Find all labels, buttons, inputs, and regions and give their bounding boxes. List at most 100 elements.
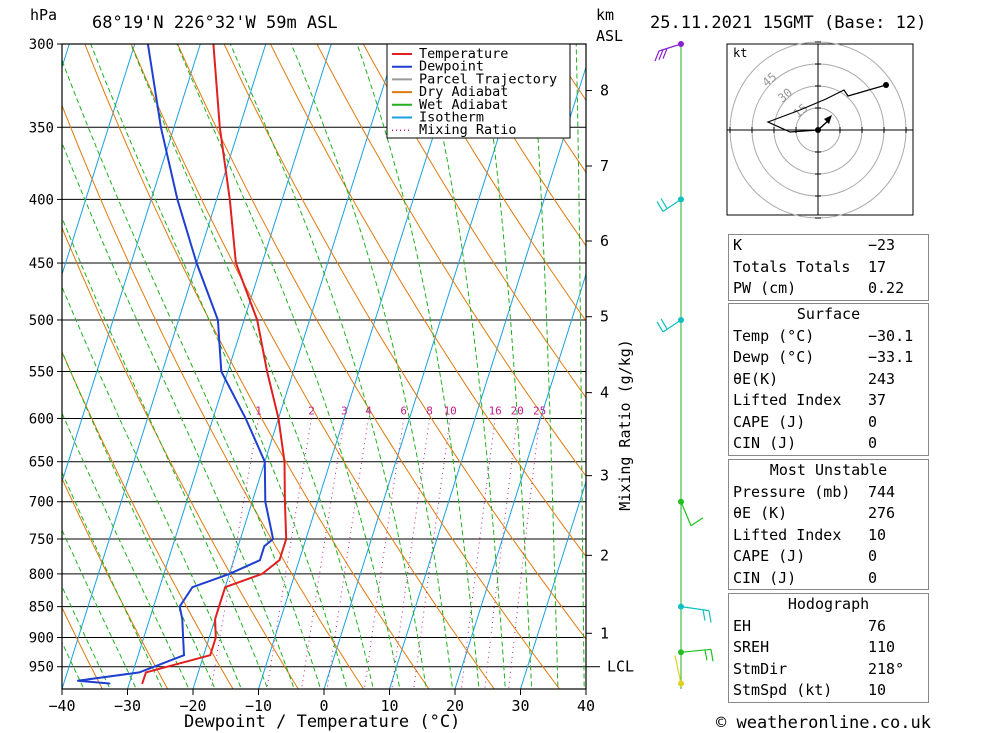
wind-barb-shaft <box>674 655 682 684</box>
series-point-temperature <box>266 370 268 373</box>
pressure-tick-label: 450 <box>29 256 54 272</box>
series-point-temperature <box>218 605 220 608</box>
wet-adiabat <box>62 528 137 689</box>
wind-barb <box>678 498 704 527</box>
indices-label: CAPE (J) <box>733 412 806 431</box>
series-point-dewpoint <box>228 573 231 575</box>
skewt-profiles <box>76 44 288 685</box>
indices-value: 218° <box>868 659 905 678</box>
pressure-tick-label: 800 <box>29 567 54 583</box>
mixing-ratio-tick-label: 3 <box>341 404 348 417</box>
dry-adiabat <box>62 226 299 689</box>
km-unit-label: km <box>596 6 614 24</box>
wet-adiabat <box>62 216 269 689</box>
indices-row: θE(K) 243 <box>729 369 928 391</box>
indices-section-title: Most Unstable <box>769 461 888 479</box>
km-tick-label: 5 <box>600 308 609 326</box>
km-tick-label: 4 <box>600 384 609 402</box>
indices-row: PW (cm) 0.22 <box>729 278 928 300</box>
indices-surface-box: Surface Temp (°C) −30.1 Dewp (°C) −33.1 θE(K)… <box>728 303 929 456</box>
wet-adiabat <box>176 44 401 689</box>
indices-row: Temp (°C) −30.1 <box>729 326 928 348</box>
wind-barb-flag <box>704 650 708 661</box>
indices-row: StmDir 218° <box>729 659 928 681</box>
series-point-temperature <box>145 671 147 674</box>
wind-barb-flag <box>656 321 664 333</box>
wind-barb-flag <box>654 50 660 62</box>
pressure-tick-label: 400 <box>29 192 54 208</box>
pressure-tick-label: 950 <box>29 660 54 676</box>
wind-barb-flag <box>708 610 712 623</box>
wind-barb <box>674 655 684 687</box>
x-tick-label: 30 <box>511 697 529 715</box>
wet-adiabat <box>356 44 480 689</box>
wind-barb <box>678 603 712 623</box>
dry-adiabat <box>84 44 430 689</box>
x-tick-label: 10 <box>380 697 398 715</box>
km-tick-label: 3 <box>600 467 609 485</box>
mixing-ratio-axis-label: Mixing Ratio (g/kg) <box>616 339 634 511</box>
series-point-temperature <box>261 573 263 575</box>
hodograph-end-point <box>883 82 889 88</box>
dry-adiabat <box>62 477 169 689</box>
indices-general-box: K −23 Totals Totals 17 PW (cm) 0.22 <box>728 234 929 301</box>
series-point-dewpoint <box>181 618 184 620</box>
indices-value: 0 <box>868 547 878 565</box>
wind-barb-shaft <box>662 198 682 212</box>
legend-label: Dewpoint <box>419 59 484 75</box>
indices-value: 0 <box>868 568 878 587</box>
dry-adiabat <box>362 44 586 399</box>
isotherm <box>258 44 463 689</box>
series-point-temperature <box>235 262 237 264</box>
indices-label: CAPE (J) <box>733 547 806 565</box>
mixing-ratio-tick-label: 6 <box>400 404 407 417</box>
km-tick-label: 2 <box>600 546 609 564</box>
dry-adiabat <box>270 44 586 558</box>
series-point-temperature <box>284 500 286 503</box>
series-point-temperature <box>215 636 217 639</box>
dry-adiabat <box>177 44 560 689</box>
pressure-tick-label: 700 <box>29 495 54 511</box>
series-point-dewpoint <box>178 605 181 608</box>
mixing-ratio-line <box>363 418 405 689</box>
indices-value: 744 <box>868 482 896 501</box>
indices-row: Lifted Index 37 <box>729 390 928 412</box>
dry-adiabat <box>223 44 586 640</box>
series-point-temperature <box>277 417 280 420</box>
indices-value: 0 <box>868 434 878 452</box>
pressure-tick-label: 750 <box>29 532 54 548</box>
series-point-dewpoint <box>244 417 247 420</box>
pressure-tick-label: 650 <box>29 455 54 471</box>
legend-label: Isotherm <box>419 110 484 126</box>
indices-row: Dewp (°C) −33.1 <box>729 347 928 369</box>
isotherm <box>323 44 529 689</box>
dry-adiabat <box>316 44 586 477</box>
indices-value: −33.1 <box>868 348 914 366</box>
indices-value: 243 <box>868 369 896 388</box>
pressure-tick-label: 900 <box>29 631 54 647</box>
series-point-dewpoint <box>108 682 111 685</box>
pressure-tick-label: 350 <box>29 120 54 136</box>
indices-label: EH <box>733 616 752 635</box>
indices-value: 76 <box>868 616 887 635</box>
km-tick-label: 1 <box>600 624 609 642</box>
legend-label: Mixing Ratio <box>419 122 517 138</box>
wet-adiabat <box>90 44 348 689</box>
indices-value: 10 <box>868 681 887 699</box>
wind-barb-flag <box>658 49 664 61</box>
isotherm <box>62 44 267 689</box>
indices-value: 17 <box>868 257 887 276</box>
series-point-temperature <box>209 654 211 656</box>
series-point-temperature <box>278 559 281 561</box>
indices-label: Lifted Index <box>733 391 842 409</box>
wet-adiabat <box>62 585 111 689</box>
indices-row: Totals Totals 17 <box>729 257 928 279</box>
km-tick-label: 6 <box>600 232 609 250</box>
series-point-dewpoint <box>183 654 185 656</box>
isotherm <box>127 44 332 689</box>
series-line-dewpoint <box>77 44 275 685</box>
wind-barb-flag <box>710 649 714 662</box>
legend-label: Wet Adiabat <box>419 97 508 113</box>
indices-label: PW (cm) <box>733 279 797 297</box>
series-point-temperature <box>224 586 226 588</box>
